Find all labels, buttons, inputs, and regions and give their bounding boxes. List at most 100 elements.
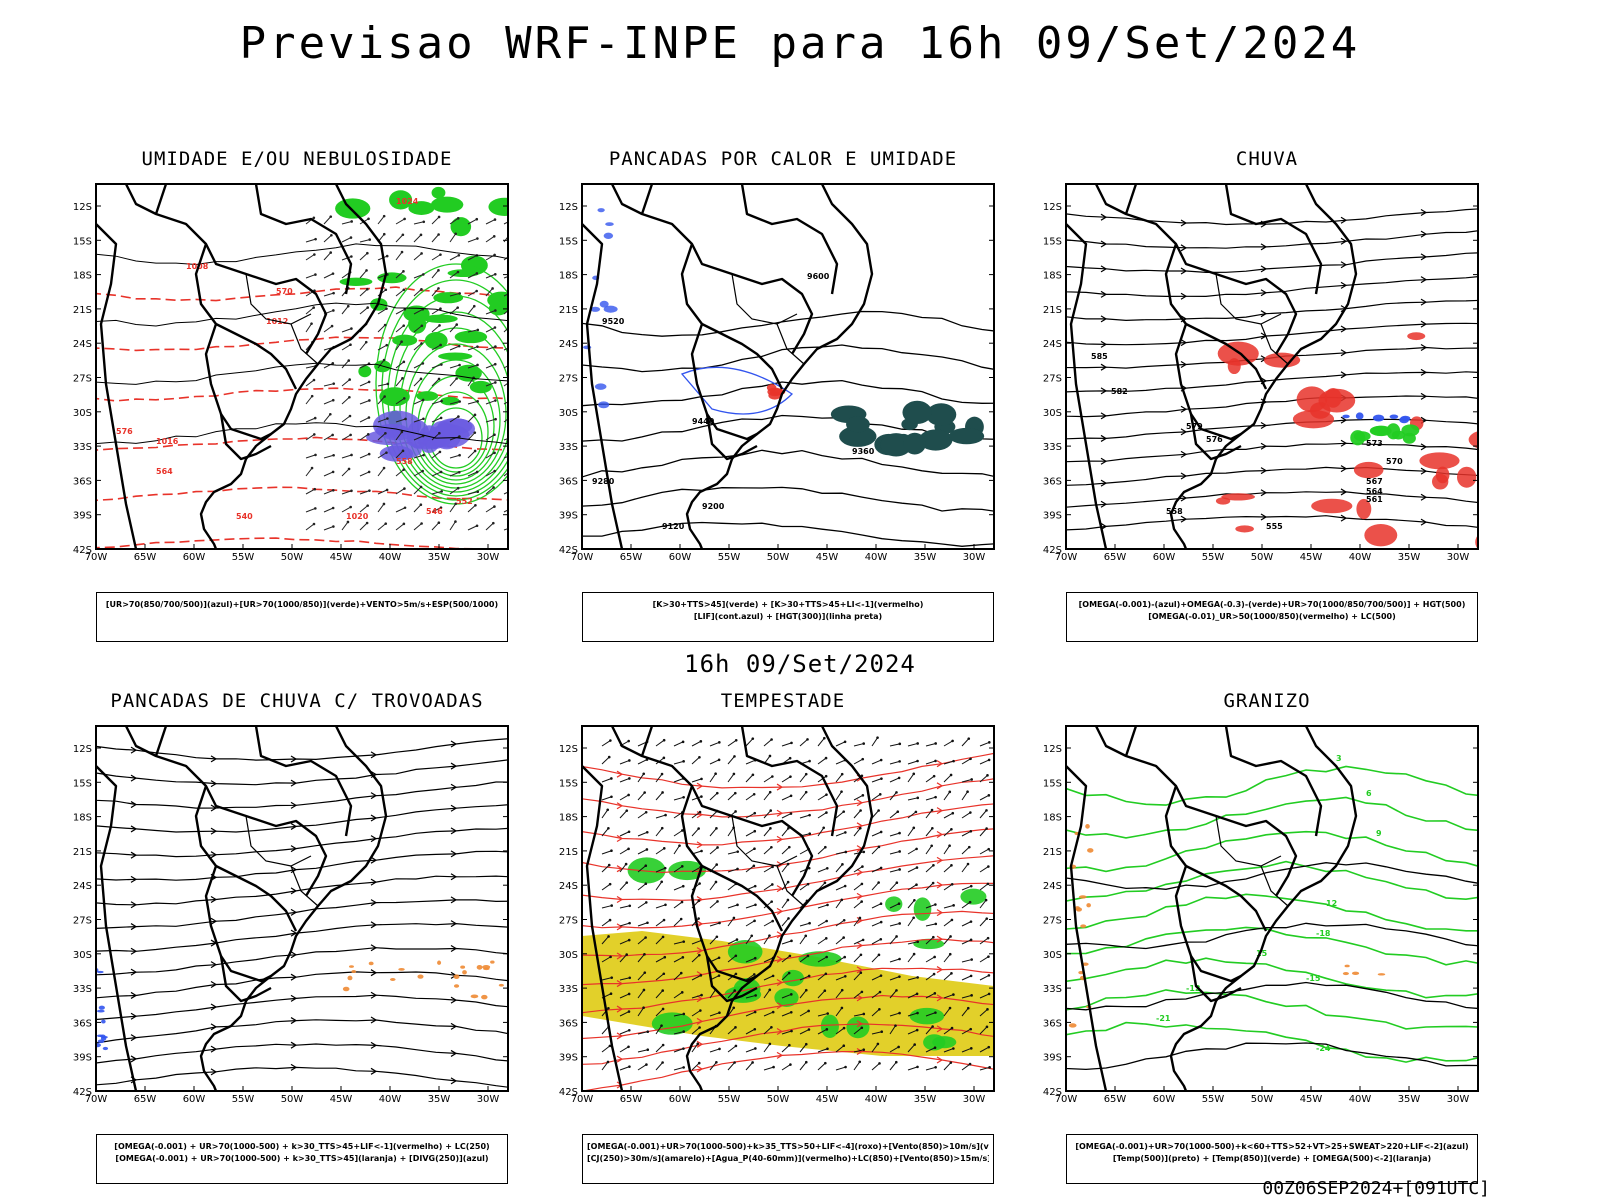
humidity-contour [399, 327, 508, 489]
wind-vector [485, 346, 496, 351]
wind-vector [413, 273, 424, 279]
flow-arrow [1100, 290, 1108, 298]
flow-arrow [370, 1016, 378, 1024]
contour-line [1066, 1042, 1478, 1071]
legend-line: [OMEGA(-0.001)+UR>70(1000-500)+k<60+TTS>… [1075, 1142, 1469, 1151]
wind-vector [485, 381, 496, 387]
lat-tick-label: 15S [1043, 236, 1062, 247]
wind-vector [817, 737, 825, 747]
contour-label: -18 [1316, 929, 1331, 938]
contour-label: 576 [1206, 435, 1223, 444]
wind-vector [817, 812, 827, 819]
wind-vector [449, 233, 457, 243]
shaded-area [1080, 924, 1087, 928]
wind-vector [503, 455, 508, 459]
wind-vector [449, 378, 458, 387]
flow-arrow [1340, 465, 1348, 473]
wind-vector [799, 848, 809, 855]
wind-vector [979, 741, 990, 747]
flow-arrow [210, 961, 218, 969]
lon-tick-label: 40W [1349, 552, 1372, 563]
wind-vector [449, 487, 459, 495]
shaded-area [408, 201, 435, 215]
wind-vector [305, 379, 315, 387]
flow-arrow [370, 991, 378, 999]
wind-vector [763, 739, 772, 747]
lat-tick-label: 42S [1043, 545, 1062, 556]
wind-vector [889, 903, 900, 909]
contour-line [96, 537, 508, 549]
wind-vector [323, 434, 333, 441]
lat-tick-label: 42S [559, 1087, 578, 1098]
shaded-area [498, 983, 504, 987]
wind-vector [727, 904, 738, 909]
wind-vector [395, 270, 404, 279]
wind-vector [871, 778, 882, 783]
shaded-area [437, 960, 442, 965]
wind-vector [377, 359, 385, 369]
wind-vector [979, 956, 989, 963]
wind-vector [817, 973, 827, 981]
wind-vector [709, 792, 718, 801]
wind-vector [655, 1062, 663, 1071]
wind-vector [431, 471, 442, 477]
wind-vector [503, 528, 508, 531]
humidity-contour [381, 279, 508, 501]
wind-vector [853, 991, 863, 999]
wind-vector [889, 811, 899, 819]
lon-tick-label: 65W [620, 552, 643, 563]
shaded-area [476, 964, 483, 970]
wind-vector [637, 865, 647, 873]
wind-vector [431, 522, 440, 531]
panel-legend: [OMEGA(-0.001)+UR>70(1000-500)+k>35_TTS>… [582, 1134, 994, 1184]
wind-vector [323, 413, 331, 423]
lat-tick-label: 18S [1043, 813, 1062, 824]
wind-vector [485, 487, 494, 495]
contour-label: 564 [156, 467, 173, 476]
wind-vector [835, 975, 846, 981]
wind-vector [799, 989, 807, 999]
flow-arrow [1100, 500, 1108, 508]
wind-vector [961, 846, 970, 855]
shaded-area [733, 978, 761, 1000]
flow-arrow [290, 779, 298, 787]
wind-vector [727, 851, 738, 855]
wind-vector [485, 219, 496, 225]
lat-tick-label: 39S [1043, 511, 1062, 522]
contour-line [582, 486, 994, 512]
wind-vector [431, 364, 442, 369]
flow-arrow [450, 1049, 458, 1057]
lon-tick-label: 55W [718, 552, 741, 563]
wind-vector [637, 937, 646, 945]
contour-label: 9280 [592, 477, 615, 486]
shaded-area [1068, 1023, 1077, 1028]
wind-vector [619, 939, 630, 945]
wind-vector [377, 503, 385, 513]
lon-tick-label: 30W [1447, 552, 1470, 563]
contour-label: -24 [1316, 1044, 1331, 1053]
wind-vector [377, 452, 387, 459]
shaded-area [1074, 906, 1081, 911]
coastline [685, 726, 874, 1091]
wind-vector [359, 433, 369, 441]
flow-arrow [370, 899, 378, 907]
flow-arrow [1100, 457, 1108, 465]
wind-vector [691, 796, 702, 801]
wind-vector [467, 432, 476, 441]
shaded-area [1401, 424, 1420, 437]
flow-arrow [1340, 514, 1348, 522]
shaded-area [668, 860, 707, 881]
flow-arrow [1100, 434, 1108, 442]
wind-vector [745, 1028, 756, 1035]
wind-vector [449, 254, 460, 261]
wind-vector [341, 237, 352, 243]
wind-vector [907, 884, 917, 891]
shaded-area [903, 432, 926, 455]
flow-arrow [1420, 392, 1428, 400]
shaded-area [389, 978, 396, 981]
flow-arrow [616, 1005, 624, 1013]
shaded-area [902, 400, 933, 425]
contour-label: 12 [1326, 899, 1337, 908]
wind-vector [637, 883, 647, 891]
